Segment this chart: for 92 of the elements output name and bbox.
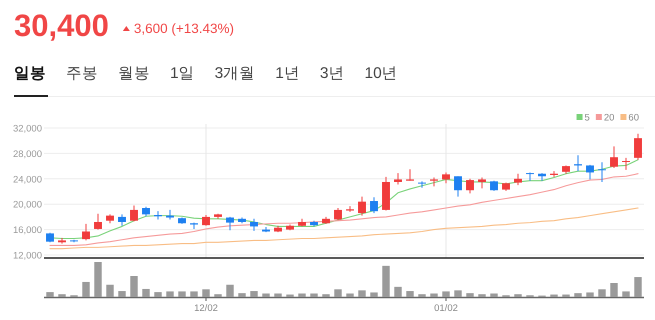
candlestick xyxy=(586,164,594,180)
bar xyxy=(490,294,498,297)
bar xyxy=(214,294,222,297)
bar xyxy=(106,284,114,297)
candlestick xyxy=(574,154,582,172)
text: 주봉 xyxy=(66,65,98,82)
candlestick xyxy=(394,172,402,186)
bar xyxy=(262,294,270,297)
bar xyxy=(298,294,306,297)
candlestick xyxy=(250,218,258,232)
bar xyxy=(478,294,486,297)
candlestick xyxy=(82,223,90,241)
bar xyxy=(418,294,426,297)
text: 3년 xyxy=(320,65,344,82)
bar xyxy=(370,292,378,297)
bar xyxy=(226,284,234,297)
bar xyxy=(442,291,450,297)
candlestick xyxy=(94,213,102,230)
bar xyxy=(238,293,246,297)
bar xyxy=(514,294,522,297)
y-tick-label: 28,000 xyxy=(12,148,42,160)
text: 10년 xyxy=(364,65,398,82)
bar xyxy=(430,294,438,297)
bar xyxy=(634,277,642,297)
x-tick-label: 01/02 xyxy=(434,303,458,314)
y-tick-label: 12,000 xyxy=(12,250,42,262)
candlestick xyxy=(130,204,138,222)
bar xyxy=(466,293,474,297)
y-tick-label: 20,000 xyxy=(12,200,42,211)
legend-label: 20 xyxy=(604,112,614,124)
bar xyxy=(358,290,366,297)
candlestick xyxy=(226,216,234,231)
candlestick xyxy=(166,209,174,220)
bar xyxy=(598,289,606,297)
candlestick xyxy=(478,177,486,189)
bar xyxy=(394,286,402,297)
candlestick xyxy=(442,172,450,184)
bar xyxy=(190,291,198,297)
candlestick xyxy=(514,173,522,186)
candlestick xyxy=(634,133,642,160)
legend-label: 60 xyxy=(628,112,639,124)
candlestick xyxy=(358,196,366,216)
text: 1년 xyxy=(275,65,300,82)
bar xyxy=(250,291,258,297)
bar xyxy=(322,294,330,297)
candlestick xyxy=(118,214,126,226)
bar xyxy=(118,291,126,297)
text: 일봉 xyxy=(14,65,46,82)
bar xyxy=(154,292,162,297)
bar xyxy=(82,282,90,297)
text: 3개월 xyxy=(214,65,256,82)
bar xyxy=(586,292,594,297)
bar xyxy=(454,290,462,297)
y-tick-label: 24,000 xyxy=(12,174,42,186)
bar xyxy=(610,283,618,297)
bar xyxy=(622,291,630,297)
bar xyxy=(406,291,414,297)
candlestick xyxy=(334,208,342,221)
candlestick xyxy=(622,157,630,170)
candlestick xyxy=(370,196,378,214)
bar xyxy=(346,294,354,297)
candlestick xyxy=(466,178,474,194)
bar xyxy=(166,291,174,297)
candlestick xyxy=(490,180,498,192)
bar xyxy=(310,294,318,297)
bar xyxy=(178,291,186,297)
text: 월봉 xyxy=(118,65,150,82)
candlestick xyxy=(142,206,150,217)
chart-title: 30,400 xyxy=(14,8,109,43)
y-tick-label: 16,000 xyxy=(12,225,42,236)
bar xyxy=(382,266,390,297)
bar xyxy=(58,294,66,297)
bar xyxy=(334,289,342,297)
bar xyxy=(94,262,102,297)
candlestick xyxy=(454,176,462,198)
candlestick xyxy=(610,146,618,169)
text: 1일 xyxy=(170,65,195,82)
legend-label: 5 xyxy=(584,112,590,124)
x-tick-label: 12/02 xyxy=(194,303,218,314)
bar xyxy=(574,293,582,297)
bar xyxy=(202,289,210,297)
bar xyxy=(46,292,54,297)
chart-subtitle: 3,600 (+13.43%) xyxy=(134,21,234,36)
bar xyxy=(274,294,282,297)
bar xyxy=(130,276,138,297)
candlestick xyxy=(202,214,210,226)
candlestick xyxy=(46,232,54,243)
y-tick-label: 32,000 xyxy=(12,124,42,134)
line-series xyxy=(49,173,639,246)
candlestick xyxy=(598,162,606,182)
line-series xyxy=(49,207,639,250)
bar xyxy=(142,288,150,297)
